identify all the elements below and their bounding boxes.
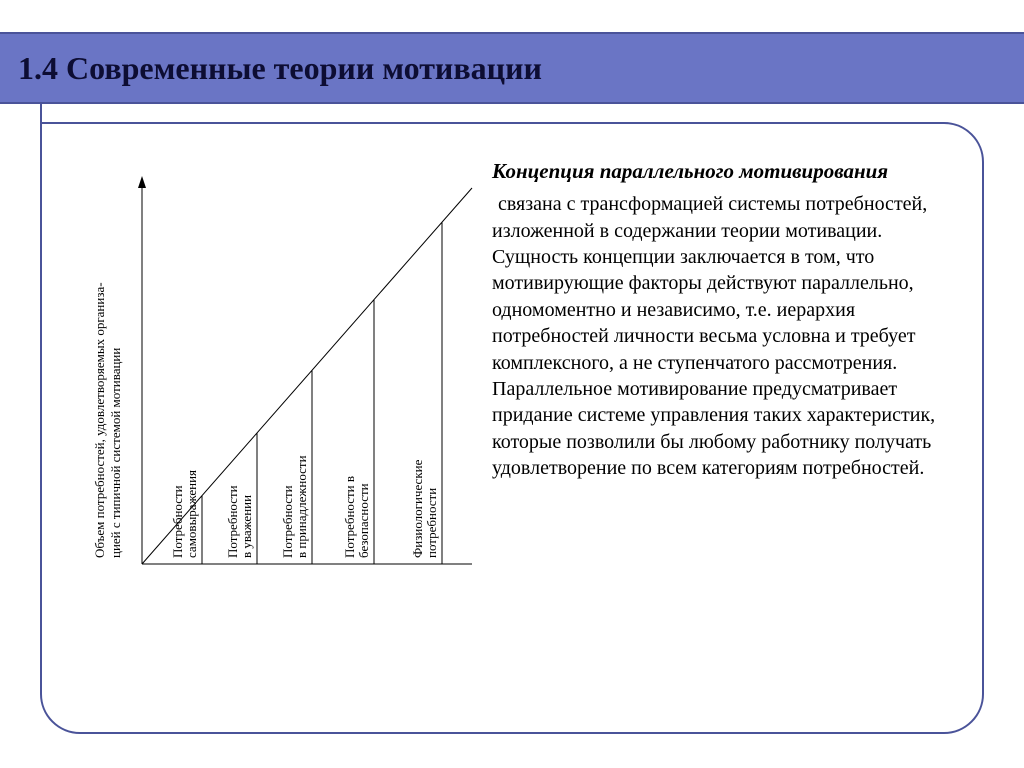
svg-text:в принадлежности: в принадлежности bbox=[294, 455, 309, 558]
svg-text:Потребности в: Потребности в bbox=[342, 476, 357, 558]
svg-text:Потребности: Потребности bbox=[170, 485, 185, 558]
svg-text:потребности: потребности bbox=[424, 488, 439, 558]
slide-header: 1.4 Современные теории мотивации bbox=[0, 32, 1024, 104]
svg-text:самовыражения: самовыражения bbox=[184, 470, 199, 558]
svg-text:в уважении: в уважении bbox=[239, 495, 254, 558]
slide-title: 1.4 Современные теории мотивации bbox=[18, 50, 542, 87]
text-column: Концепция параллельного мотивирования св… bbox=[482, 154, 954, 712]
parallel-motivation-chart: ПотребностисамовыраженияПотребностив ува… bbox=[52, 164, 482, 594]
concept-subtitle: Концепция параллельного мотивирования bbox=[492, 158, 954, 185]
svg-text:Объем потребностей, удовлетвор: Объем потребностей, удовлетворяемых орга… bbox=[92, 282, 107, 558]
svg-text:Физиологические: Физиологические bbox=[410, 459, 425, 558]
svg-text:безопасности: безопасности bbox=[356, 483, 371, 558]
concept-body: связана с трансформацией системы потребн… bbox=[492, 191, 954, 481]
content-row: ПотребностисамовыраженияПотребностив ува… bbox=[42, 124, 982, 732]
svg-text:цией с типичной системой мотив: цией с типичной системой мотивации bbox=[108, 348, 123, 558]
svg-text:Потребности: Потребности bbox=[280, 485, 295, 558]
content-frame: ПотребностисамовыраженияПотребностив ува… bbox=[40, 122, 984, 734]
svg-text:Потребности: Потребности bbox=[225, 485, 240, 558]
